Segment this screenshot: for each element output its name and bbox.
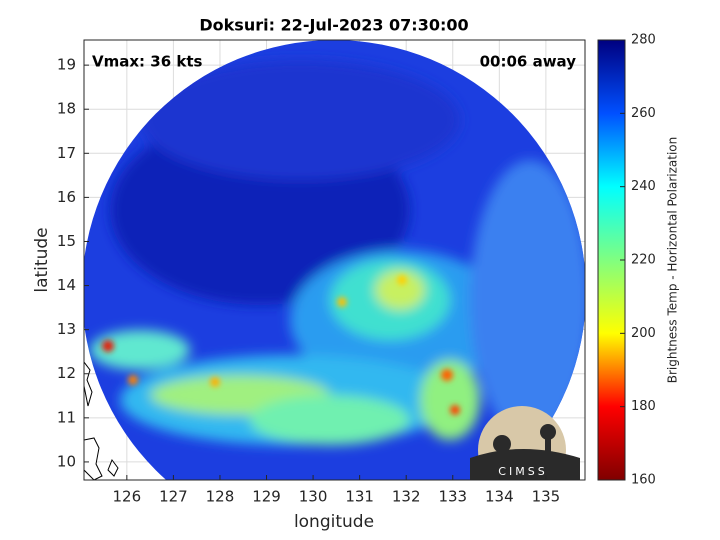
annotation: 00:06 away xyxy=(480,53,577,71)
colorbar-tick-label: 200 xyxy=(631,326,656,341)
x-tick-label: 134 xyxy=(485,488,514,506)
y-tick-label: 17 xyxy=(57,144,76,162)
x-tick-label: 128 xyxy=(206,488,235,506)
y-tick-label: 18 xyxy=(57,100,76,118)
axes-box xyxy=(83,39,586,481)
y-tick-label: 19 xyxy=(57,56,76,74)
colorbar-tick-label: 220 xyxy=(631,253,656,268)
y-tick-label: 16 xyxy=(57,188,76,206)
y-axis-label: latitude xyxy=(32,227,52,292)
x-tick-label: 133 xyxy=(438,488,467,506)
colorbar-tick-label: 240 xyxy=(631,179,656,194)
logo: CIMSS xyxy=(470,406,580,480)
x-tick-label: 130 xyxy=(299,488,328,506)
y-tick-label: 11 xyxy=(57,408,76,426)
x-tick-label: 126 xyxy=(113,488,142,506)
colorbar-label: Brightness Temp - Horizontal Polarizatio… xyxy=(666,137,680,384)
x-tick-label: 131 xyxy=(345,488,374,506)
colorbar-tick-label: 180 xyxy=(631,399,656,414)
x-tick-label: 132 xyxy=(392,488,421,506)
y-tick-label: 10 xyxy=(57,452,76,470)
colorbar-tick-label: 280 xyxy=(631,33,656,48)
y-tick-label: 12 xyxy=(57,364,76,382)
x-tick-label: 127 xyxy=(159,488,188,506)
y-tick-label: 14 xyxy=(57,276,76,294)
y-tick-label: 15 xyxy=(57,232,76,250)
x-tick-label: 135 xyxy=(532,488,561,506)
annotation: Vmax: 36 kts xyxy=(92,53,202,71)
colorbar-tick-label: 260 xyxy=(631,106,656,121)
logo-text: CIMSS xyxy=(498,465,547,478)
chart-title: Doksuri: 22-Jul-2023 07:30:00 xyxy=(199,16,468,35)
satellite-image: CIMSS xyxy=(84,40,585,480)
y-tick-label: 13 xyxy=(57,320,76,338)
x-tick-label: 129 xyxy=(252,488,281,506)
colorbar-tick-label: 160 xyxy=(631,473,656,488)
x-axis-label: longitude xyxy=(294,512,374,532)
